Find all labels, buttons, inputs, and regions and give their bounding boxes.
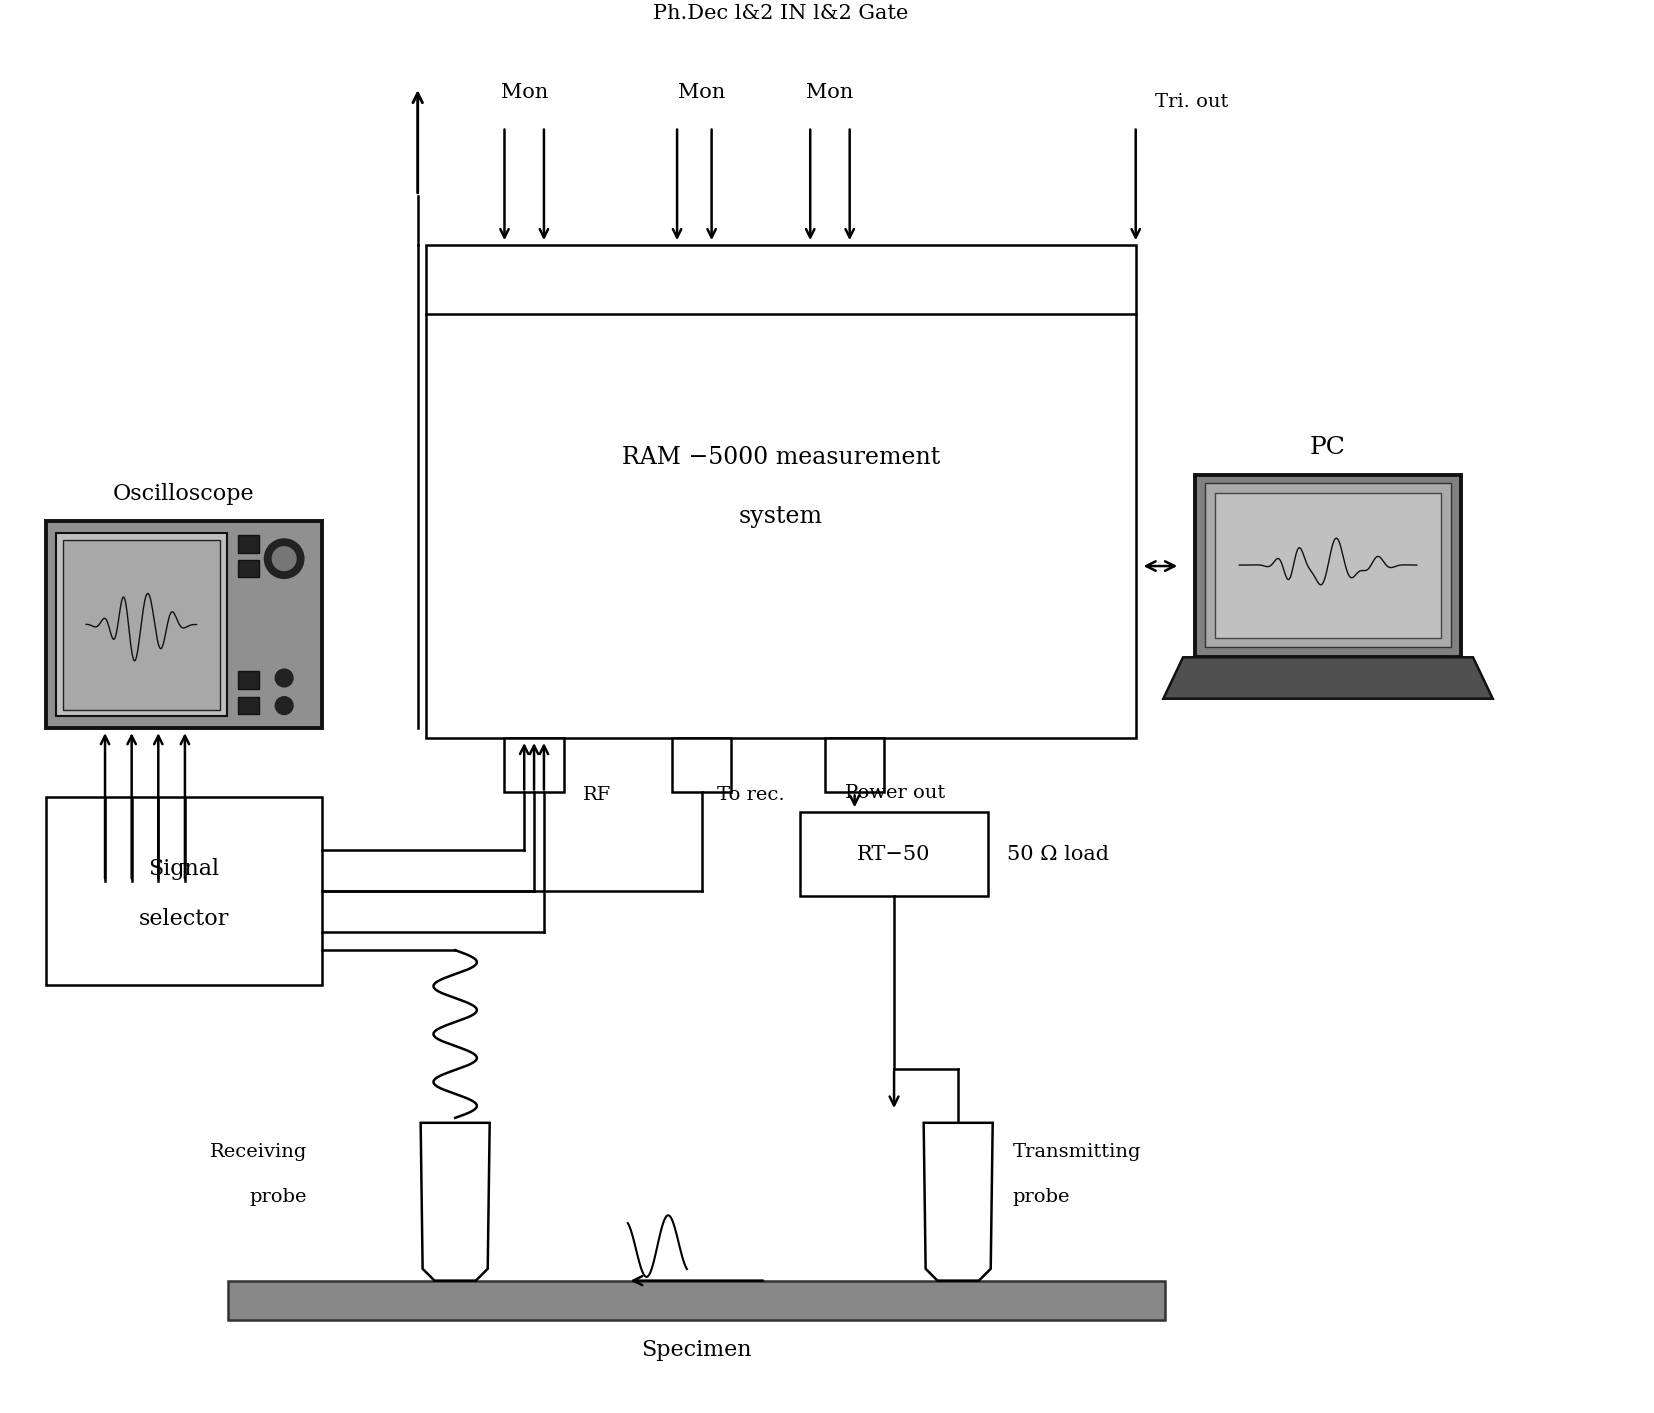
Polygon shape: [420, 1123, 490, 1280]
Bar: [1204, 483, 1451, 647]
Text: PC: PC: [1310, 435, 1346, 459]
Bar: [801, 812, 987, 896]
Text: Mon: Mon: [678, 82, 726, 102]
Bar: [504, 738, 564, 793]
Text: Signal: Signal: [149, 858, 220, 880]
Bar: [672, 738, 731, 793]
Text: Specimen: Specimen: [642, 1338, 753, 1361]
Circle shape: [273, 547, 296, 571]
Text: Ph.Dec l&2 IN l&2 Gate: Ph.Dec l&2 IN l&2 Gate: [653, 4, 908, 23]
Bar: [238, 560, 260, 578]
Text: Power out: Power out: [845, 784, 944, 803]
Polygon shape: [923, 1123, 992, 1280]
Text: To rec.: To rec.: [716, 786, 784, 804]
Text: Mon: Mon: [501, 82, 547, 102]
Bar: [1214, 493, 1441, 637]
Text: selector: selector: [139, 907, 230, 930]
Text: Oscilloscope: Oscilloscope: [112, 483, 255, 504]
Text: Receiving: Receiving: [210, 1143, 308, 1161]
Bar: [825, 738, 885, 793]
Circle shape: [265, 538, 304, 578]
Bar: [238, 697, 260, 715]
Bar: [238, 536, 260, 552]
Text: Mon: Mon: [807, 82, 853, 102]
Circle shape: [275, 670, 293, 687]
Text: RT−50: RT−50: [857, 845, 931, 863]
Bar: [238, 671, 260, 690]
Text: probe: probe: [250, 1188, 308, 1205]
Text: RF: RF: [584, 786, 612, 804]
Circle shape: [275, 697, 293, 715]
Bar: [46, 797, 323, 985]
Bar: [425, 244, 1136, 738]
Text: Transmitting: Transmitting: [1012, 1143, 1141, 1161]
Bar: [1194, 475, 1460, 657]
Bar: [46, 521, 323, 728]
Text: Tri. out: Tri. out: [1156, 93, 1229, 112]
Text: system: system: [739, 504, 822, 527]
Bar: [228, 1280, 1166, 1320]
Text: 50 Ω load: 50 Ω load: [1007, 845, 1110, 863]
Text: probe: probe: [1012, 1188, 1070, 1205]
Text: RAM −5000 measurement: RAM −5000 measurement: [622, 445, 939, 469]
Bar: [56, 533, 227, 716]
Bar: [63, 540, 220, 709]
Polygon shape: [1163, 657, 1494, 698]
